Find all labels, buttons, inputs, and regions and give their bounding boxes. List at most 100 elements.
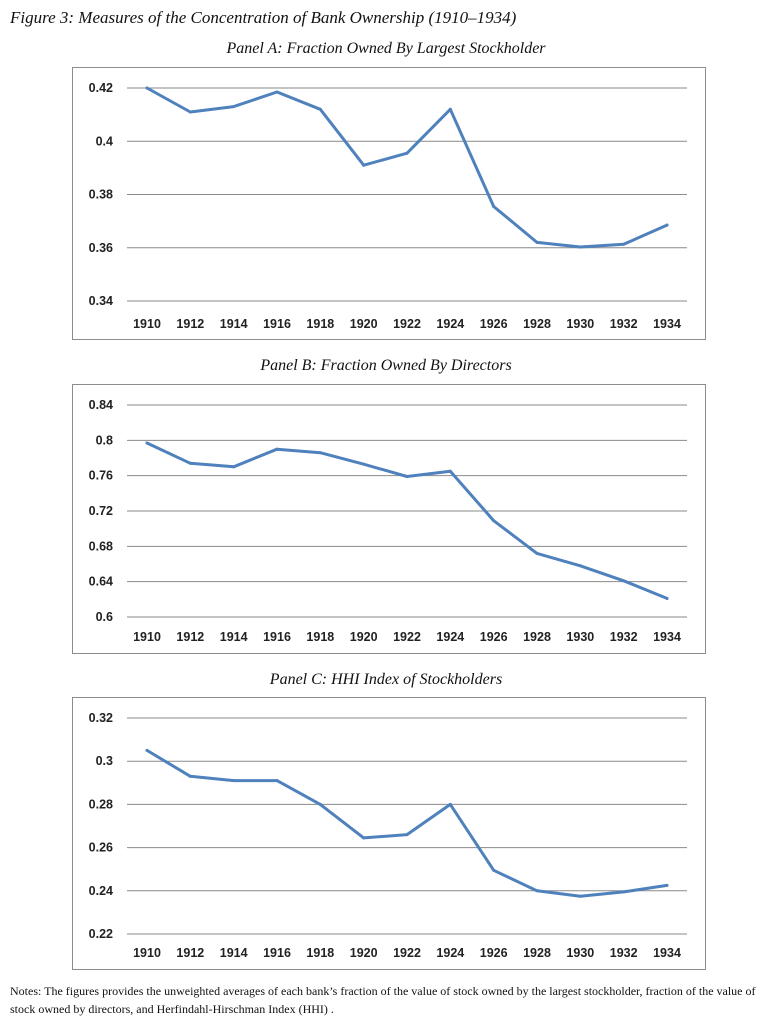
panel-a-data-point bbox=[318, 107, 322, 111]
panel-a-x-tick-label: 1918 bbox=[306, 317, 334, 331]
panel-c-data-point bbox=[362, 836, 366, 840]
panel-c-data-point bbox=[578, 894, 582, 898]
panel-c-data-point bbox=[232, 779, 236, 783]
panel-a-data-point bbox=[535, 240, 539, 244]
panel-b-y-tick-label: 0.72 bbox=[89, 504, 113, 518]
panel-b-x-tick-label: 1930 bbox=[566, 630, 594, 644]
panel-c-x-tick-label: 1930 bbox=[566, 946, 594, 960]
panel-c-y-tick-label: 0.3 bbox=[96, 754, 113, 768]
panel-a-data-point bbox=[665, 223, 669, 227]
panel-a-svg: 0.42 0.4 0.38 0.36 0.34 1910 1912 1914 1916 1918 1… bbox=[89, 81, 687, 331]
panel-b-data-point bbox=[535, 551, 539, 555]
panel-b-y-tick-label: 0.84 bbox=[89, 398, 113, 412]
panel-b-chart: 0.84 0.8 0.76 0.72 0.68 0.64 0.6 1910 1912 1914 19… bbox=[72, 384, 706, 654]
panel-c-title: Panel C: HHI Index of Stockholders bbox=[269, 671, 503, 688]
panel-c-x-tick-label: 1922 bbox=[393, 946, 421, 960]
panel-a-data-point bbox=[362, 163, 366, 167]
panel-c-x-tick-label: 1918 bbox=[306, 946, 334, 960]
panel-c-y-tick-label: 0.24 bbox=[89, 884, 113, 898]
panel-a-data-point bbox=[405, 151, 409, 155]
panel-b-data-point bbox=[448, 469, 452, 473]
panel-b-x-tick-label: 1926 bbox=[480, 630, 508, 644]
panel-a-y-tick-label: 0.42 bbox=[89, 81, 113, 95]
panel-b-title: Panel B: Fraction Owned By Directors bbox=[260, 357, 512, 374]
panel-a-x-tick-label: 1920 bbox=[350, 317, 378, 331]
panel-c-y-tick-label: 0.26 bbox=[89, 841, 113, 855]
panel-a-data-point bbox=[492, 204, 496, 208]
panel-c-x-tick-label: 1926 bbox=[480, 946, 508, 960]
panel-a-x-tick-label: 1910 bbox=[133, 317, 161, 331]
panel-b-x-tick-label: 1916 bbox=[263, 630, 291, 644]
panel-b-x-tick-label: 1914 bbox=[220, 630, 248, 644]
panel-c-x-tick-label: 1928 bbox=[523, 946, 551, 960]
panel-a-data-point bbox=[145, 86, 149, 90]
panel-c-y-tick-label: 0.22 bbox=[89, 927, 113, 941]
panel-c-data-point bbox=[448, 802, 452, 806]
panel-a-y-tick-label: 0.4 bbox=[96, 134, 113, 148]
panel-b-y-tick-label: 0.8 bbox=[96, 433, 113, 447]
panel-b-x-tick-label: 1920 bbox=[350, 630, 378, 644]
panel-c-x-tick-label: 1924 bbox=[436, 946, 464, 960]
panel-b-data-point bbox=[405, 475, 409, 479]
panel-c-x-tick-label: 1912 bbox=[176, 946, 204, 960]
panel-a-series-line bbox=[145, 86, 669, 249]
panel-a-title: Panel A: Fraction Owned By Largest Stock… bbox=[226, 40, 546, 57]
panel-b-data-point bbox=[275, 447, 279, 451]
panel-a-x-tick-label: 1928 bbox=[523, 317, 551, 331]
panel-b-data-point bbox=[318, 451, 322, 455]
panel-a-chart: 0.42 0.4 0.38 0.36 0.34 1910 1912 1914 1916 1918 1… bbox=[72, 67, 706, 340]
panel-a-data-point bbox=[275, 90, 279, 94]
panel-b-y-tick-label: 0.68 bbox=[89, 539, 113, 553]
panel-a-x-tick-label: 1924 bbox=[436, 317, 464, 331]
panel-b-x-tick-label: 1918 bbox=[306, 630, 334, 644]
panel-b-data-point bbox=[232, 465, 236, 469]
panel-b-data-point bbox=[665, 596, 669, 600]
panel-c-x-tick-label: 1914 bbox=[220, 946, 248, 960]
panel-b-x-tick-label: 1924 bbox=[436, 630, 464, 644]
panel-a-x-tick-label: 1926 bbox=[480, 317, 508, 331]
panel-a-x-tick-label: 1914 bbox=[220, 317, 248, 331]
panel-c-data-point bbox=[492, 868, 496, 872]
panel-a-y-tick-label: 0.36 bbox=[89, 241, 113, 255]
panel-a-data-point bbox=[232, 105, 236, 109]
panel-b-x-tick-label: 1928 bbox=[523, 630, 551, 644]
panel-c-data-point bbox=[318, 802, 322, 806]
panel-c-x-tick-label: 1934 bbox=[653, 946, 681, 960]
panel-a-y-tick-label: 0.38 bbox=[89, 188, 113, 202]
panel-c-x-tick-label: 1932 bbox=[610, 946, 638, 960]
panel-b-data-point bbox=[492, 519, 496, 523]
panel-c-data-point bbox=[275, 779, 279, 783]
panel-b-series-line bbox=[145, 441, 669, 600]
panel-c-data-point bbox=[622, 890, 626, 894]
panel-c-x-tick-label: 1916 bbox=[263, 946, 291, 960]
panel-a-x-tick-label: 1932 bbox=[610, 317, 638, 331]
panel-c-chart: 0.32 0.3 0.28 0.26 0.24 0.22 1910 1912 1914 1916 1… bbox=[72, 697, 706, 970]
panel-b-data-point bbox=[145, 441, 149, 445]
panel-a-x-tick-label: 1922 bbox=[393, 317, 421, 331]
panel-b-svg: 0.84 0.8 0.76 0.72 0.68 0.64 0.6 1910 1912 1914 19… bbox=[89, 398, 687, 644]
panel-c-data-point bbox=[665, 883, 669, 887]
panel-c-svg: 0.32 0.3 0.28 0.26 0.24 0.22 1910 1912 1914 1916 1… bbox=[89, 711, 687, 960]
panel-b-x-tick-label: 1912 bbox=[176, 630, 204, 644]
panel-b-y-tick-label: 0.64 bbox=[89, 575, 113, 589]
panel-a-data-point bbox=[188, 110, 192, 114]
panel-a-data-point bbox=[622, 242, 626, 246]
panel-c-data-point bbox=[405, 833, 409, 837]
panel-b-data-point bbox=[578, 564, 582, 568]
panel-c-x-tick-label: 1920 bbox=[350, 946, 378, 960]
panel-b-x-tick-label: 1932 bbox=[610, 630, 638, 644]
panel-b-data-point bbox=[362, 462, 366, 466]
panel-a-y-tick-label: 0.34 bbox=[89, 294, 113, 308]
panel-c-data-point bbox=[188, 774, 192, 778]
figure-title: Figure 3: Measures of the Concentration … bbox=[10, 8, 517, 27]
panel-b-x-tick-label: 1934 bbox=[653, 630, 681, 644]
panel-c-x-tick-label: 1910 bbox=[133, 946, 161, 960]
panel-c-series-line bbox=[145, 748, 669, 898]
panel-a-data-point bbox=[578, 245, 582, 249]
panel-a-x-tick-label: 1916 bbox=[263, 317, 291, 331]
panel-c-data-point bbox=[145, 748, 149, 752]
panel-c-y-tick-label: 0.28 bbox=[89, 797, 113, 811]
panel-b-data-point bbox=[188, 461, 192, 465]
panel-c-y-tick-label: 0.32 bbox=[89, 711, 113, 725]
panel-b-y-tick-label: 0.76 bbox=[89, 469, 113, 483]
